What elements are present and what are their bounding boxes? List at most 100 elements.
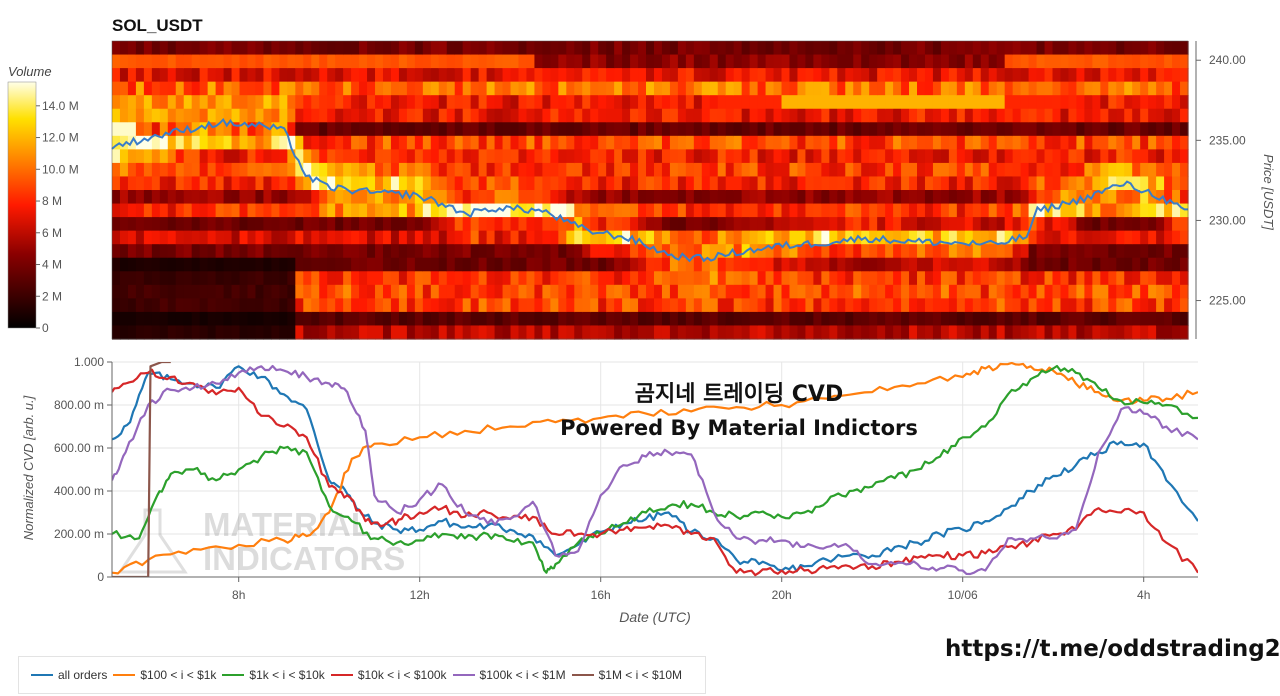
heatmap-cell (566, 311, 575, 327)
heatmap-cell (757, 271, 767, 286)
legend-item[interactable]: $10k < i < $100k (330, 668, 447, 682)
heatmap-cell (805, 203, 814, 218)
telegram-link[interactable]: https://t.me/oddstrading2 (945, 636, 1280, 662)
heatmap-cell (494, 176, 504, 191)
heatmap-cell (375, 135, 384, 150)
heatmap-cell (948, 271, 958, 286)
heatmap-cell (518, 298, 528, 313)
heatmap-cell (917, 54, 926, 69)
heatmap-cell (845, 176, 854, 191)
price-line (111, 117, 1188, 263)
heatmap-cell (486, 149, 496, 164)
heatmap-cell (295, 217, 304, 232)
heatmap-cell (1068, 230, 1078, 245)
heatmap-cell (175, 95, 185, 110)
heatmap-cell (789, 122, 799, 137)
heatmap-cell (223, 190, 233, 205)
legend-item[interactable]: $1M < i < $10M (571, 668, 682, 682)
cvd-series-line (112, 362, 1198, 575)
heatmap-cell (677, 135, 687, 150)
heatmap-cell (1092, 203, 1101, 218)
heatmap-cell (901, 284, 910, 299)
heatmap-cell (526, 95, 536, 110)
heatmap-cell (1124, 54, 1133, 69)
heatmap-cell (127, 135, 137, 150)
heatmap-cell (335, 41, 344, 56)
heatmap-cell (869, 149, 878, 164)
heatmap-cell (701, 311, 711, 327)
heatmap-cell (247, 41, 257, 56)
heatmap-cell (606, 230, 615, 245)
heatmap-cell (550, 149, 559, 164)
heatmap-cell (375, 217, 384, 232)
heatmap-cell (1012, 203, 1022, 218)
heatmap-cell (518, 176, 528, 191)
heatmap-cell (741, 271, 751, 286)
heatmap-cell (438, 325, 448, 340)
heatmap-cell (717, 271, 727, 286)
heatmap-cell (255, 284, 265, 299)
heatmap-cell (167, 149, 177, 164)
heatmap-cell (582, 190, 591, 205)
heatmap-cell (558, 325, 567, 340)
heatmap-cell (853, 68, 862, 83)
heatmap-cell (255, 311, 265, 327)
heatmap-cell (112, 244, 121, 259)
heatmap-cell (175, 217, 185, 232)
heatmap-cell (207, 135, 217, 150)
heatmap-cell (359, 230, 368, 245)
heatmap-cell (279, 135, 288, 150)
heatmap-cell (398, 54, 408, 69)
heatmap-cell (893, 217, 902, 232)
heatmap-cell (741, 190, 751, 205)
heatmap-cell (351, 271, 360, 286)
heatmap-cell (470, 108, 480, 123)
heatmap-cell (1052, 298, 1062, 313)
heatmap-cell (287, 271, 296, 286)
heatmap-cell (940, 271, 950, 286)
heatmap-cell (183, 284, 193, 299)
heatmap-cell (112, 257, 121, 272)
legend-item[interactable]: $100 < i < $1k (113, 668, 216, 682)
heatmap-cell (590, 68, 599, 83)
heatmap-cell (805, 95, 814, 110)
heatmap-cell (119, 41, 129, 56)
heatmap-cell (550, 284, 559, 299)
heatmap-cell (749, 135, 759, 150)
legend-item[interactable]: $1k < i < $10k (222, 668, 325, 682)
heatmap-cell (773, 81, 783, 96)
heatmap-cell (829, 217, 838, 232)
heatmap-cell (526, 257, 536, 272)
heatmap-cell (717, 108, 727, 123)
heatmap-cell (1180, 257, 1189, 272)
heatmap-cell (1164, 149, 1173, 164)
heatmap-cell (390, 108, 400, 123)
heatmap-cell (733, 298, 743, 313)
heatmap-cell (861, 257, 870, 272)
heatmap-cell (1004, 217, 1014, 232)
heatmap-cell (1084, 54, 1093, 69)
heatmap-cell (382, 190, 392, 205)
heatmap-cell (773, 54, 783, 69)
legend-item[interactable]: all orders (31, 668, 107, 682)
heatmap-cell (438, 230, 448, 245)
heatmap-cell (1124, 162, 1133, 178)
heatmap-cell (406, 284, 416, 299)
heatmap-cell (494, 217, 504, 232)
heatmap-cell (414, 149, 424, 164)
heatmap-cell (701, 108, 711, 123)
heatmap-cell (574, 244, 583, 259)
heatmap-cell (669, 284, 679, 299)
heatmap-cell (422, 311, 432, 327)
heatmap-cell (1140, 217, 1149, 232)
cvd-x-tick-label: 8h (232, 588, 245, 602)
heatmap-cell (765, 244, 775, 259)
heatmap-cell (335, 190, 344, 205)
heatmap-cell (996, 203, 1006, 218)
heatmap-cell (988, 68, 998, 83)
heatmap-cell (1100, 81, 1109, 96)
legend-item[interactable]: $100k < i < $1M (452, 668, 566, 682)
heatmap-cell (1084, 230, 1093, 245)
heatmap-cell (813, 284, 822, 299)
heatmap-cell (143, 81, 153, 96)
